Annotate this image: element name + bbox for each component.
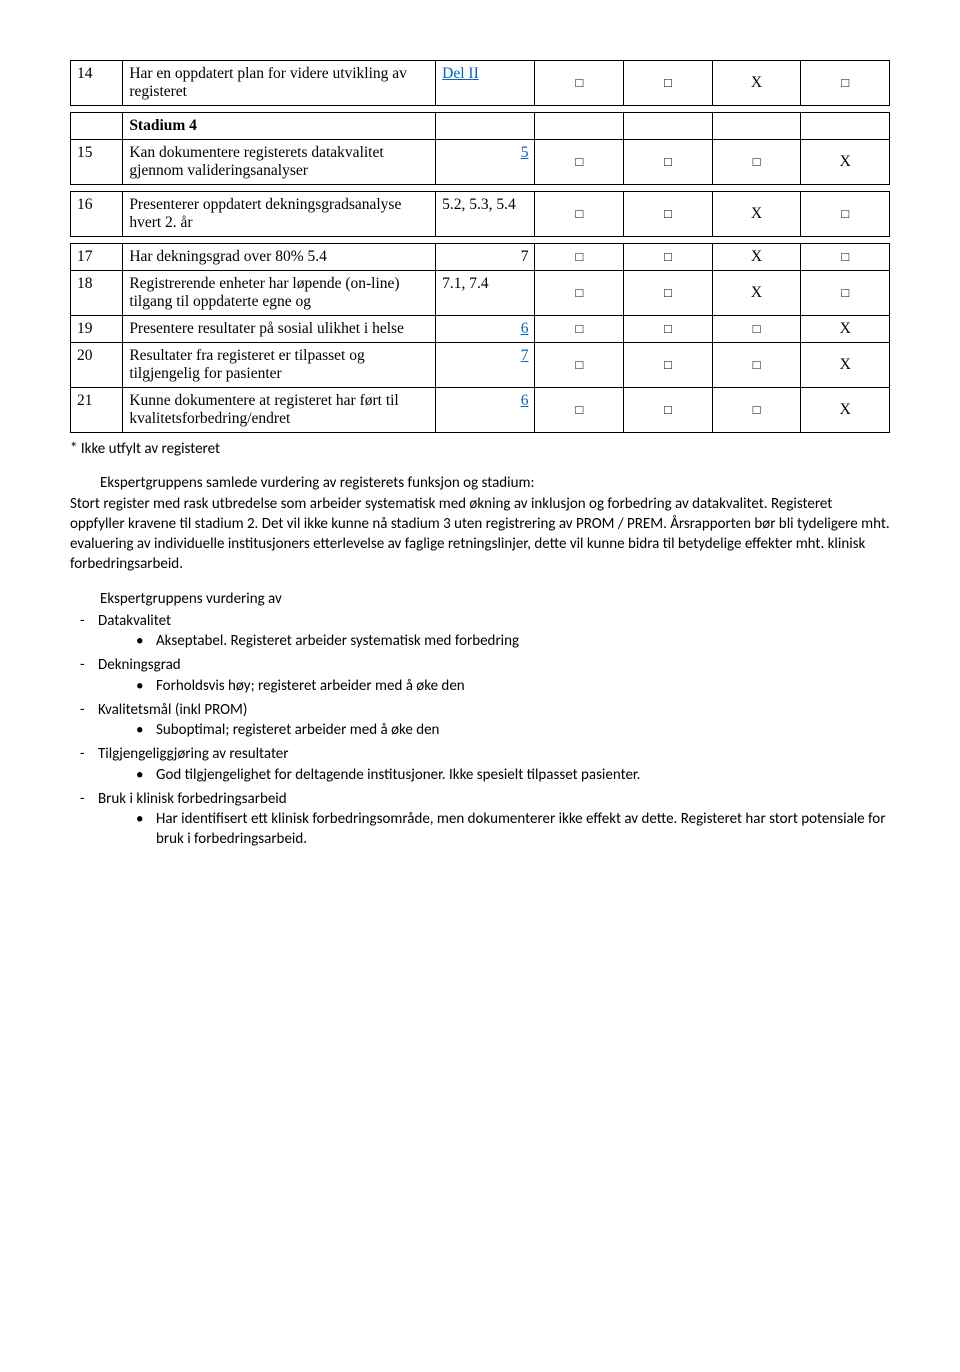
cell-c1: □	[535, 388, 624, 433]
table-row-14: 14 Har en oppdatert plan for videre utvi…	[70, 60, 890, 106]
summary-body: Stort register med rask utbredelse som a…	[70, 494, 890, 575]
cell-c4: □	[801, 192, 890, 237]
row-number	[71, 113, 123, 140]
row-desc: Har en oppdatert plan for videre utvikli…	[123, 61, 436, 106]
row-ref[interactable]: Del II	[436, 61, 535, 106]
row-desc: Kunne dokumentere at registeret har ført…	[123, 388, 436, 433]
cell-c1: □	[535, 316, 624, 343]
table-stadium-block: Stadium 4 15 Kan dokumentere registerets…	[70, 112, 890, 185]
cell-c3: X	[712, 271, 801, 316]
assessment-bullet: Forholdsvis høy; registeret arbeider med…	[98, 676, 890, 696]
row-ref: 5.2, 5.3, 5.4	[436, 192, 535, 237]
row-desc: Registrerende enheter har løpende (on-li…	[123, 271, 436, 316]
assessment-list: Datakvalitet Akseptabel. Registeret arbe…	[70, 611, 890, 850]
cell-c1: □	[535, 343, 624, 388]
stadium-heading: Stadium 4	[123, 113, 436, 140]
assessment-item: Dekningsgrad Forholdsvis høy; registeret…	[70, 655, 890, 696]
assessment-title: Ekspertgruppens vurdering av	[100, 589, 890, 609]
cell-c4: X	[801, 388, 890, 433]
row-number: 19	[71, 316, 123, 343]
assessment-item: Datakvalitet Akseptabel. Registeret arbe…	[70, 611, 890, 652]
table-row-16: 16 Presenterer oppdatert dekningsgradsan…	[70, 191, 890, 237]
cell-c4: □	[801, 61, 890, 106]
assessment-bullet: Suboptimal; registeret arbeider med å øk…	[98, 720, 890, 740]
assessment-item: Kvalitetsmål (inkl PROM) Suboptimal; reg…	[70, 700, 890, 741]
summary-lead: Ekspertgruppens samlede vurdering av reg…	[100, 473, 890, 493]
cell-c2: □	[624, 140, 713, 185]
cell-c4: □	[801, 271, 890, 316]
footnote: * Ikke utfylt av registeret	[70, 439, 890, 459]
table-rows-17-21: 17 Har dekningsgrad over 80% 5.4 7 □ □ X…	[70, 243, 890, 433]
cell-c2: □	[624, 271, 713, 316]
cell-c3: X	[712, 192, 801, 237]
cell-c2: □	[624, 61, 713, 106]
row-ref[interactable]: 6	[436, 388, 535, 433]
row-ref[interactable]: 7	[436, 343, 535, 388]
assessment-item: Bruk i klinisk forbedringsarbeid Har ide…	[70, 789, 890, 850]
row-number: 15	[71, 140, 123, 185]
assessment-bullet: God tilgjengelighet for deltagende insti…	[98, 765, 890, 785]
row-desc: Presenterer oppdatert dekningsgradsanaly…	[123, 192, 436, 237]
cell-c1: □	[535, 271, 624, 316]
assessment-bullet: Har identifisert ett klinisk forbedrings…	[98, 809, 890, 850]
cell-c1: □	[535, 192, 624, 237]
row-number: 16	[71, 192, 123, 237]
cell-c4: □	[801, 244, 890, 271]
row-number: 21	[71, 388, 123, 433]
cell-c2: □	[624, 244, 713, 271]
cell-c1: □	[535, 140, 624, 185]
cell-c1: □	[535, 61, 624, 106]
row-desc: Har dekningsgrad over 80% 5.4	[123, 244, 436, 271]
cell-c3: □	[712, 388, 801, 433]
row-ref: 7	[436, 244, 535, 271]
cell-c2: □	[624, 343, 713, 388]
cell-c3: X	[712, 244, 801, 271]
cell-c3: □	[712, 343, 801, 388]
row-ref[interactable]: 5	[436, 140, 535, 185]
assessment-item: Tilgjengeliggjøring av resultater God ti…	[70, 744, 890, 785]
cell-c2: □	[624, 192, 713, 237]
row-number: 20	[71, 343, 123, 388]
row-ref: 7.1, 7.4	[436, 271, 535, 316]
row-number: 18	[71, 271, 123, 316]
cell-c3: X	[712, 61, 801, 106]
cell-c3: □	[712, 316, 801, 343]
row-ref[interactable]: 6	[436, 316, 535, 343]
row-number: 14	[71, 61, 123, 106]
cell-c2: □	[624, 388, 713, 433]
row-number: 17	[71, 244, 123, 271]
row-desc: Presentere resultater på sosial ulikhet …	[123, 316, 436, 343]
row-desc: Kan dokumentere registerets datakvalitet…	[123, 140, 436, 185]
cell-c4: X	[801, 316, 890, 343]
cell-c2: □	[624, 316, 713, 343]
cell-c3: □	[712, 140, 801, 185]
cell-c1: □	[535, 244, 624, 271]
cell-c4: X	[801, 343, 890, 388]
assessment-bullet: Akseptabel. Registeret arbeider systemat…	[98, 631, 890, 651]
cell-c4: X	[801, 140, 890, 185]
row-desc: Resultater fra registeret er tilpasset o…	[123, 343, 436, 388]
